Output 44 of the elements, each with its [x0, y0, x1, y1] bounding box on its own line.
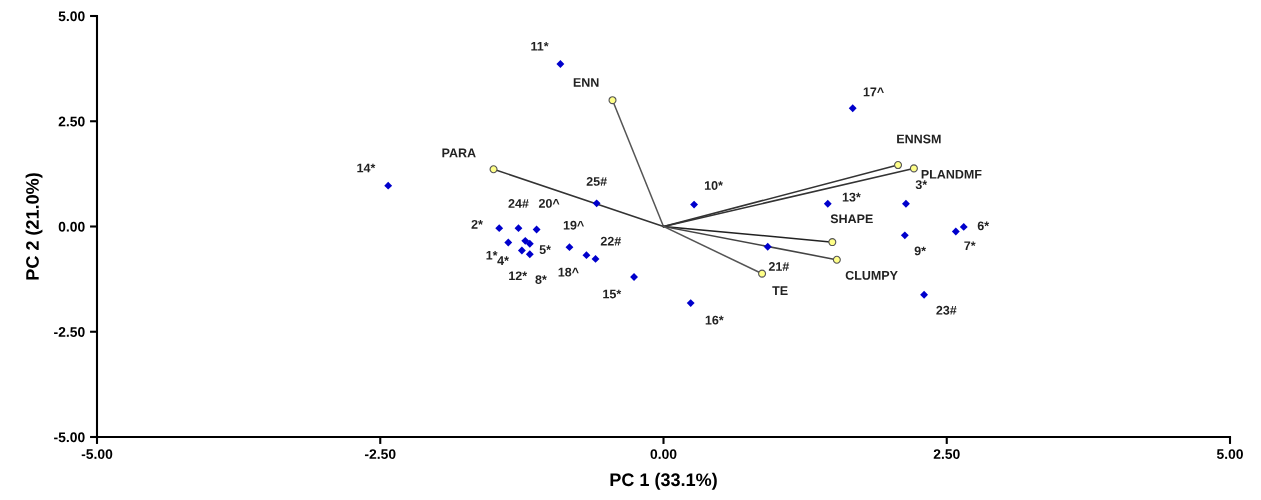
annotation: 20^	[538, 198, 560, 208]
series-label: SHAPE	[830, 214, 873, 224]
annotation: 14*	[357, 163, 376, 173]
annotation: 11*	[531, 41, 549, 51]
annotation: 3*	[915, 180, 928, 190]
annotation: 1*	[486, 251, 498, 260]
annotation: 5*	[539, 245, 551, 255]
x-tick-label: 2.50	[933, 449, 960, 460]
x-axis-title: PC 1 (33.1%)	[610, 472, 717, 490]
y-tick-label: -2.50	[54, 327, 85, 337]
annotation: 17^	[863, 87, 884, 97]
annotation: 7*	[964, 241, 976, 251]
y-tick-label: 0.00	[58, 221, 85, 232]
annotation: 2*	[471, 219, 483, 229]
series-label: ENNSM	[897, 134, 941, 144]
annotation: 8*	[535, 275, 547, 285]
annotation: 9*	[914, 246, 926, 256]
series-label: TE	[772, 286, 788, 295]
annotation: 22#	[600, 236, 622, 246]
annotation: 21#	[768, 262, 790, 271]
annotation: 15*	[603, 289, 622, 299]
annotation: 25#	[586, 177, 607, 186]
annotation: 23#	[936, 305, 957, 315]
annotation: 10*	[704, 181, 723, 190]
y-axis-title: PC 2 (21.0%)	[25, 173, 43, 280]
annotation: 4*	[497, 256, 509, 265]
y-tick-label: -5.00	[54, 432, 85, 443]
series-label: PLANDMF	[921, 169, 982, 179]
x-tick-label: -2.50	[364, 449, 396, 460]
x-tick-label: -5.00	[81, 449, 113, 460]
annotation: 6*	[977, 221, 990, 231]
x-tick-label: 0.00	[650, 449, 677, 460]
x-tick-label: 5.00	[1216, 449, 1243, 460]
annotation: 24#	[508, 199, 529, 208]
y-tick-label: 5.00	[58, 11, 85, 22]
series-label: PARA	[442, 148, 476, 158]
series-label: CLUMPY	[845, 270, 898, 280]
annotation: 16*	[705, 315, 724, 325]
annotation: 19^	[563, 220, 584, 230]
y-tick-label: 2.50	[58, 116, 85, 127]
series-label: ENN	[573, 78, 599, 87]
annotation: 12*	[509, 271, 528, 281]
annotation: 18^	[558, 267, 579, 277]
annotation: 13*	[842, 192, 861, 202]
